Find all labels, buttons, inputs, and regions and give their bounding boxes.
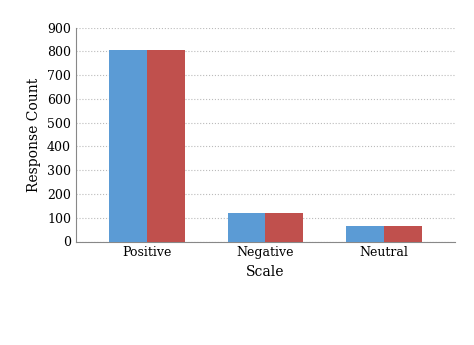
Bar: [109, 50, 147, 241]
Bar: [228, 213, 265, 242]
Bar: [384, 226, 422, 242]
Bar: [147, 50, 185, 241]
Bar: [265, 213, 303, 242]
Y-axis label: Response Count: Response Count: [27, 77, 41, 192]
Bar: [346, 226, 384, 242]
X-axis label: Scale: Scale: [246, 265, 285, 279]
